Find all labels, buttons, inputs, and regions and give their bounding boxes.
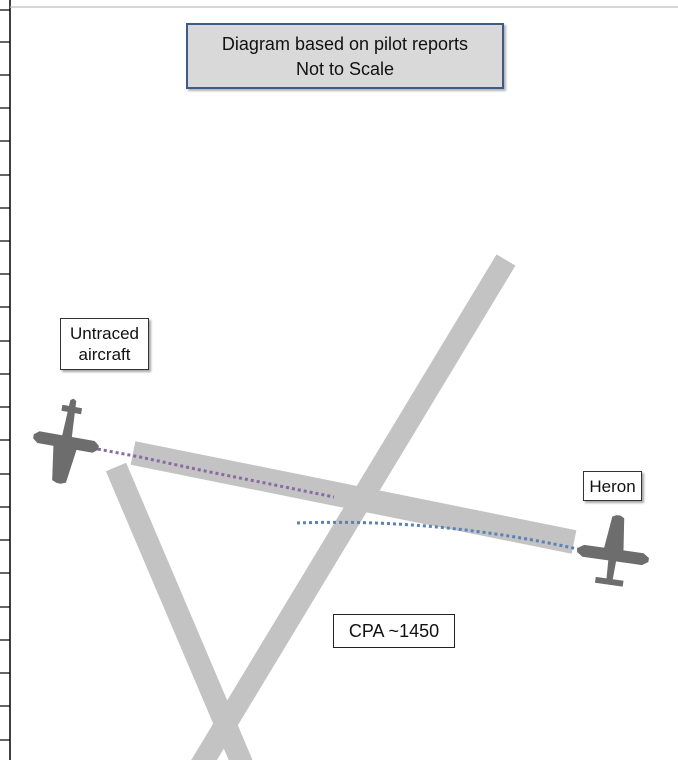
untraced-label-line2: aircraft [78, 345, 131, 364]
heron-label-text: Heron [589, 477, 636, 496]
untraced-aircraft-label: Untraced aircraft [60, 318, 149, 370]
heron-track [296, 520, 583, 552]
heron-label: Heron [583, 471, 642, 501]
untraced-label-line1: Untraced [70, 324, 139, 343]
left-margin-rule [0, 0, 11, 760]
diagram-title-line1: Diagram based on pilot reports [221, 34, 469, 54]
aircraft-icon-untraced [33, 398, 99, 484]
diagram-title-line2: Not to Scale [295, 59, 395, 79]
cpa-label: CPA ~1450 [333, 614, 455, 648]
diagram-title-box: Diagram based on pilot reports Not to Sc… [186, 23, 504, 89]
runway-nw-se [105, 462, 255, 765]
untraced-track [91, 446, 335, 499]
runway-ne-sw [188, 254, 516, 765]
runways [105, 254, 577, 765]
cpa-label-text: CPA ~1450 [348, 621, 440, 641]
aircraft-icon-heron [577, 515, 649, 587]
runway-e-w [130, 441, 577, 554]
